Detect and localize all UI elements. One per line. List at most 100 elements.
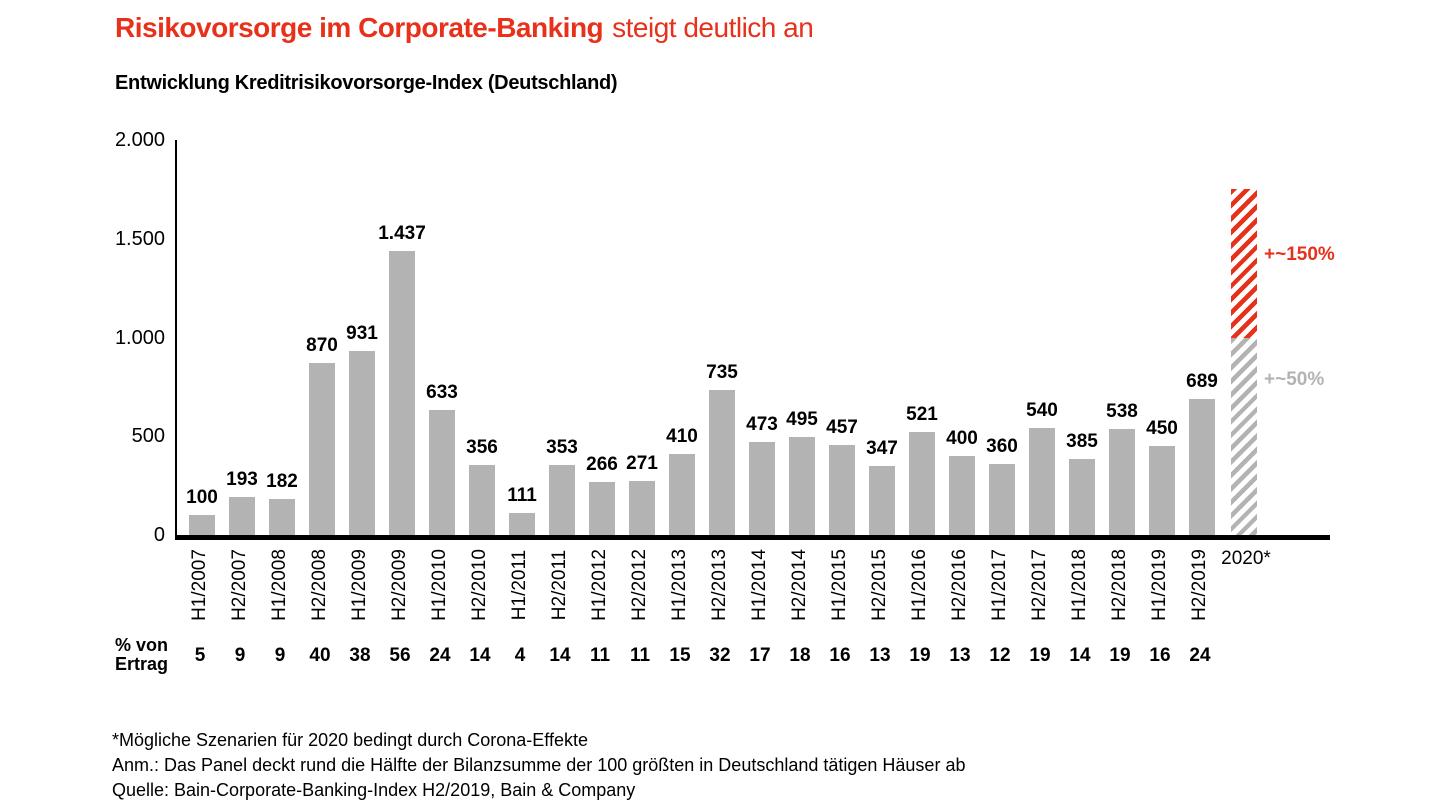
y-axis-tick-label: 2.000 xyxy=(114,129,165,151)
percent-row-label-line1: % von xyxy=(115,635,169,655)
page-title: Risikovorsorge im Corporate-Banking steig… xyxy=(115,12,814,44)
percent-value: 38 xyxy=(349,645,371,666)
scenario-bar-segment xyxy=(1231,189,1257,338)
percent-value: 13 xyxy=(869,645,891,666)
x-axis-tick-label: H2/2017 xyxy=(1029,549,1050,621)
bar xyxy=(1029,428,1055,535)
bar xyxy=(589,482,615,535)
bar xyxy=(429,409,455,535)
footnote-panel-note: Anm.: Das Panel deckt rund die Hälfte de… xyxy=(112,755,966,775)
x-axis-tick-label: H2/2010 xyxy=(469,549,490,621)
bar xyxy=(229,496,255,535)
bar xyxy=(789,437,815,535)
footnotes: *Mögliche Szenarien für 2020 bedingt dur… xyxy=(112,728,965,803)
x-axis-tick-label: H1/2017 xyxy=(989,549,1010,621)
bar-value-label: 271 xyxy=(626,453,658,475)
bar-value-label: 400 xyxy=(946,428,978,449)
percent-value: 24 xyxy=(429,645,451,666)
bar-value-label: 385 xyxy=(1066,430,1098,452)
bar xyxy=(549,465,575,535)
y-axis-tick-label: 1.000 xyxy=(114,326,165,349)
bar xyxy=(629,481,655,535)
bar xyxy=(1109,428,1135,535)
x-axis-tick-label: H2/2011 xyxy=(549,549,570,621)
x-axis-tick-label: H2/2019 xyxy=(1189,549,1210,621)
bar-value-label: 735 xyxy=(706,361,738,383)
bar-value-label: 473 xyxy=(746,413,778,435)
chart-subtitle: Entwicklung Kreditrisikovorsorge-Index (… xyxy=(115,72,618,94)
bar xyxy=(509,513,535,535)
x-axis-tick-label: H1/2015 xyxy=(829,549,850,621)
bar xyxy=(909,432,935,535)
x-axis-tick-label: H1/2018 xyxy=(1069,549,1090,621)
percent-value: 56 xyxy=(389,645,411,666)
bar-value-label: 633 xyxy=(426,381,458,403)
percent-value: 14 xyxy=(1069,645,1091,666)
x-axis-tick-label: H2/2009 xyxy=(389,549,410,621)
bar-value-label: 193 xyxy=(226,468,258,490)
percent-value: 18 xyxy=(789,645,811,666)
bar xyxy=(269,499,295,535)
bar xyxy=(309,363,335,535)
percent-row-label-line2: Ertrag xyxy=(115,654,169,674)
y-axis-tick-label: 1.500 xyxy=(114,227,165,250)
percent-value: 24 xyxy=(1189,645,1211,666)
percent-value: 14 xyxy=(549,645,571,666)
page-title-rest: steigt deutlich an xyxy=(612,12,814,43)
x-axis-tick-label: H1/2016 xyxy=(909,549,930,621)
bar-value-label: 521 xyxy=(906,404,938,426)
plot-area: 100 193 182 870 931 1.437 633 356 111 353 266 271 41… xyxy=(175,140,1330,540)
bar xyxy=(829,444,855,535)
percent-value: 5 xyxy=(194,645,206,666)
percent-value: 12 xyxy=(989,645,1011,666)
bar xyxy=(1149,446,1175,535)
x-axis-tick-label: H1/2010 xyxy=(429,549,450,621)
footnote-scenario: *Mögliche Szenarien für 2020 bedingt dur… xyxy=(112,730,588,750)
percent-value: 19 xyxy=(909,645,931,666)
x-axis-tick-label: H2/2014 xyxy=(789,549,810,621)
bar xyxy=(989,463,1015,535)
bar xyxy=(749,441,775,535)
bar xyxy=(949,456,975,535)
bar-value-label: 870 xyxy=(306,335,338,357)
bar-value-label: 410 xyxy=(666,426,698,448)
percent-value: 4 xyxy=(514,645,526,666)
y-axis-tick-label: 500 xyxy=(131,425,165,448)
x-axis-tick-label: H2/2018 xyxy=(1109,549,1130,621)
bar-value-label: 538 xyxy=(1106,400,1138,422)
x-axis-tick-label: H2/2015 xyxy=(869,549,890,621)
percent-value: 13 xyxy=(949,645,971,666)
x-axis-tick-label: H2/2007 xyxy=(229,549,250,621)
bar xyxy=(1189,398,1215,535)
percent-row-label: % von Ertrag xyxy=(115,636,168,674)
bar-value-label: 689 xyxy=(1186,370,1218,392)
x-axis-tick-label: H1/2009 xyxy=(349,549,370,621)
bar-value-label: 450 xyxy=(1146,418,1178,440)
bar xyxy=(1069,458,1095,535)
x-axis-tick-label: H1/2011 xyxy=(509,549,530,621)
bar-value-label: 495 xyxy=(786,409,818,431)
percent-value: 9 xyxy=(234,645,246,666)
percent-value: 16 xyxy=(1149,645,1171,666)
bar-value-label: 266 xyxy=(586,454,618,476)
page-title-emphasis: Risikovorsorge im Corporate-Banking xyxy=(115,12,604,43)
bar xyxy=(349,351,375,535)
x-axis-tick-label: H2/2012 xyxy=(629,549,650,621)
x-axis-tick-label: H1/2008 xyxy=(269,549,290,621)
bar xyxy=(669,454,695,535)
x-axis-tick-label: H1/2007 xyxy=(189,549,210,621)
bar-value-label: 347 xyxy=(866,438,898,460)
bar-value-label: 182 xyxy=(266,471,298,493)
x-axis-tick-label: H2/2013 xyxy=(709,549,730,621)
bar-value-label: 356 xyxy=(466,436,498,458)
x-axis-tick-label: H1/2019 xyxy=(1149,549,1170,621)
percent-value: 14 xyxy=(469,645,491,666)
percent-value: 15 xyxy=(669,645,691,666)
bar xyxy=(189,515,215,535)
percent-value: 16 xyxy=(829,645,851,666)
bar-value-label: 931 xyxy=(346,323,378,345)
x-axis-tick-label: H2/2016 xyxy=(949,549,970,621)
x-axis-label-2020: 2020* xyxy=(1221,548,1271,569)
percent-value: 19 xyxy=(1109,645,1131,666)
percent-value: 11 xyxy=(589,645,611,666)
